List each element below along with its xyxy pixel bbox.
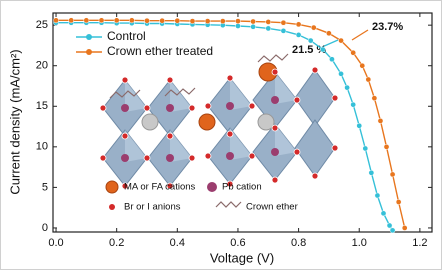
data-point	[329, 56, 335, 63]
data-point	[98, 17, 105, 24]
legend-label: Control	[107, 29, 146, 43]
data-point	[144, 17, 150, 24]
x-tick-label: 0.4	[170, 237, 185, 249]
y-tick-label: 10	[36, 141, 48, 153]
data-point	[377, 118, 384, 124]
data-point	[338, 70, 344, 77]
x-axis-title: Voltage (V)	[210, 250, 274, 265]
data-point	[280, 19, 287, 26]
y-tick-label: 0	[42, 222, 48, 234]
data-point	[295, 21, 302, 28]
data-point	[204, 18, 211, 24]
inset-legend-label: MA or FA cations	[124, 182, 196, 193]
legend-marker	[86, 49, 92, 55]
plot-frame	[52, 12, 433, 233]
data-point	[310, 24, 317, 31]
data-point	[389, 171, 396, 178]
data-point	[235, 23, 241, 29]
data-point	[350, 49, 357, 56]
inset-legend-label: Br or I anions	[124, 202, 181, 213]
data-point	[68, 17, 75, 24]
data-point	[356, 122, 363, 129]
data-point	[386, 222, 393, 229]
data-point	[280, 27, 287, 34]
data-point	[295, 32, 302, 38]
x-tick-label: 0.6	[230, 237, 245, 249]
data-point	[350, 101, 357, 108]
data-point	[159, 17, 166, 24]
data-point	[319, 46, 326, 53]
data-point	[383, 143, 390, 150]
data-point	[344, 84, 350, 91]
annotation: 23.7%	[372, 21, 403, 33]
data-point	[174, 17, 181, 24]
y-tick-label: 25	[36, 19, 48, 31]
y-tick-label: 5	[42, 181, 48, 193]
inset-legend-label: Crown ether	[246, 202, 298, 213]
data-point	[250, 18, 256, 25]
data-point	[265, 19, 272, 25]
inset-illustration	[99, 29, 369, 210]
data-point	[53, 17, 59, 24]
data-point	[113, 17, 120, 24]
data-point	[389, 227, 396, 234]
x-tick-label: 0.8	[291, 237, 306, 249]
x-tick-label: 0.2	[109, 237, 124, 249]
data-point	[395, 199, 402, 205]
data-point	[128, 17, 135, 24]
data-point	[326, 30, 332, 37]
data-point	[307, 37, 314, 44]
y-tick-label: 20	[36, 60, 48, 72]
x-tick-label: 1.2	[412, 237, 427, 249]
annotation: 21.5 %	[292, 44, 326, 56]
x-tick-label: 1.0	[352, 237, 367, 249]
data-point	[265, 25, 272, 32]
data-point	[189, 18, 196, 24]
data-point	[83, 17, 90, 24]
y-tick-label: 15	[36, 100, 48, 112]
data-point	[374, 192, 381, 199]
x-tick-label: 0.0	[48, 237, 63, 249]
data-point	[338, 37, 344, 44]
y-axis-title: Current density (mA/cm²)	[7, 49, 22, 194]
data-point	[380, 210, 387, 217]
data-point	[401, 225, 408, 231]
data-point	[359, 62, 366, 69]
data-point	[371, 95, 378, 102]
legend-marker	[86, 34, 92, 40]
data-point	[250, 23, 256, 30]
data-point	[235, 18, 241, 24]
legend-label: Crown ether treated	[107, 44, 213, 58]
data-point	[362, 145, 369, 152]
data-point	[368, 169, 375, 176]
data-point	[365, 76, 372, 83]
data-point	[219, 18, 226, 24]
inset-legend-label: Pb cation	[222, 182, 262, 193]
